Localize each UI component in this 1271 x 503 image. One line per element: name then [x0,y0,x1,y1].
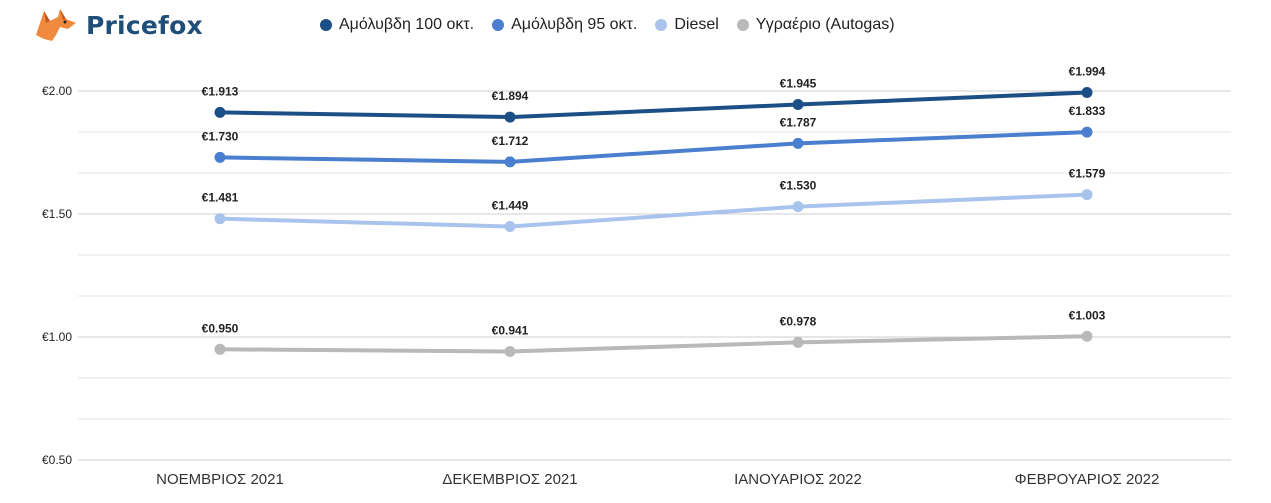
legend-marker [655,19,668,31]
data-point [1081,189,1093,201]
legend-marker [492,19,505,31]
data-point [792,99,804,111]
data-label: €1.994 [1069,64,1106,78]
legend-label: Αμόλυβδη 95 οκτ. [511,16,638,33]
data-label: €1.530 [780,179,817,193]
x-tick-label: ΝΟΕΜΒΡΙΟΣ 2021 [156,471,284,488]
y-tick-label: €1.00 [42,330,72,344]
data-point [792,336,804,348]
series-3: €0.950 €0.941 €0.978 €1.003 [202,308,1106,358]
data-point [1081,86,1093,98]
data-point [504,221,516,233]
series-0: €1.913 €1.894 €1.945 €1.994 [202,64,1106,123]
x-axis: ΝΟΕΜΒΡΙΟΣ 2021 ΔΕΚΕΜΒΡΙΟΣ 2021 ΙΑΝΟΥΑΡΙΟΣ … [156,471,1159,488]
x-tick-label: ΔΕΚΕΜΒΡΙΟΣ 2021 [442,471,577,488]
data-point [504,346,516,358]
brand-name: Pricefox [86,10,203,40]
legend-label: Diesel [674,16,719,33]
data-label: €0.941 [492,324,529,338]
series-line [218,192,1089,229]
data-point [214,106,226,118]
data-label: €1.003 [1069,308,1106,322]
data-label: €1.945 [780,77,817,91]
legend-item-unleaded-100: Αμόλυβδη 100 οκτ. [320,16,474,34]
data-label: €1.712 [492,134,529,148]
fox-icon [34,9,76,42]
chart-grid [78,90,1231,461]
series-line [218,130,1089,164]
legend-item-autogas: Υγραέριο (Autogas) [736,16,895,34]
data-label: €1.579 [1069,167,1106,181]
series-line [218,90,1089,120]
y-tick-label: €1.50 [42,207,72,221]
chart-series: €1.913 €1.894€1.945€1.994€1.730 €1.712€1.7… [202,64,1106,358]
series-1: €1.730 €1.712 €1.787 €1.833 [202,104,1106,168]
data-label: €1.481 [202,191,239,205]
data-point [504,156,516,168]
x-tick-label: ΙΑΝΟΥΑΡΙΟΣ 2022 [734,471,862,488]
y-tick-label: €0.50 [42,453,72,467]
data-label: €1.449 [492,199,529,213]
legend-marker [736,19,749,31]
chart-legend: Αμόλυβδη 100 οκτ. Αμόλυβδη 95 οκτ. Diese… [320,16,913,34]
data-label: €1.730 [202,129,239,143]
data-label: €1.787 [780,115,817,129]
legend-label: Υγραέριο (Autogas) [755,16,895,33]
data-point [1081,126,1093,138]
legend-item-unleaded-95: Αμόλυβδη 95 οκτ. [492,16,637,34]
pricefox-logo: Pricefox [30,4,203,46]
data-label: €1.833 [1069,104,1106,118]
data-label: €0.950 [202,321,239,335]
data-point [214,213,226,225]
data-point [214,343,226,355]
legend-item-diesel: Diesel [655,16,719,34]
series-2: €1.481 €1.449 €1.530 €1.579 [202,167,1106,233]
x-tick-label: ΦΕΒΡΟΥΑΡΙΟΣ 2022 [1015,471,1160,488]
data-point [504,111,516,123]
data-point [214,151,226,163]
series-line [218,334,1089,354]
data-label: €1.913 [202,84,239,98]
y-tick-label: €2.00 [42,84,72,98]
data-label: €0.978 [780,314,817,328]
data-point [792,137,804,149]
legend-marker [320,19,332,31]
data-point [792,201,804,213]
y-axis: €0.50 €1.00 €1.50 €2.00 [42,84,72,467]
legend-label: Αμόλυβδη 100 οκτ. [339,16,475,33]
data-point [1081,330,1093,342]
data-label: €1.894 [492,89,529,103]
